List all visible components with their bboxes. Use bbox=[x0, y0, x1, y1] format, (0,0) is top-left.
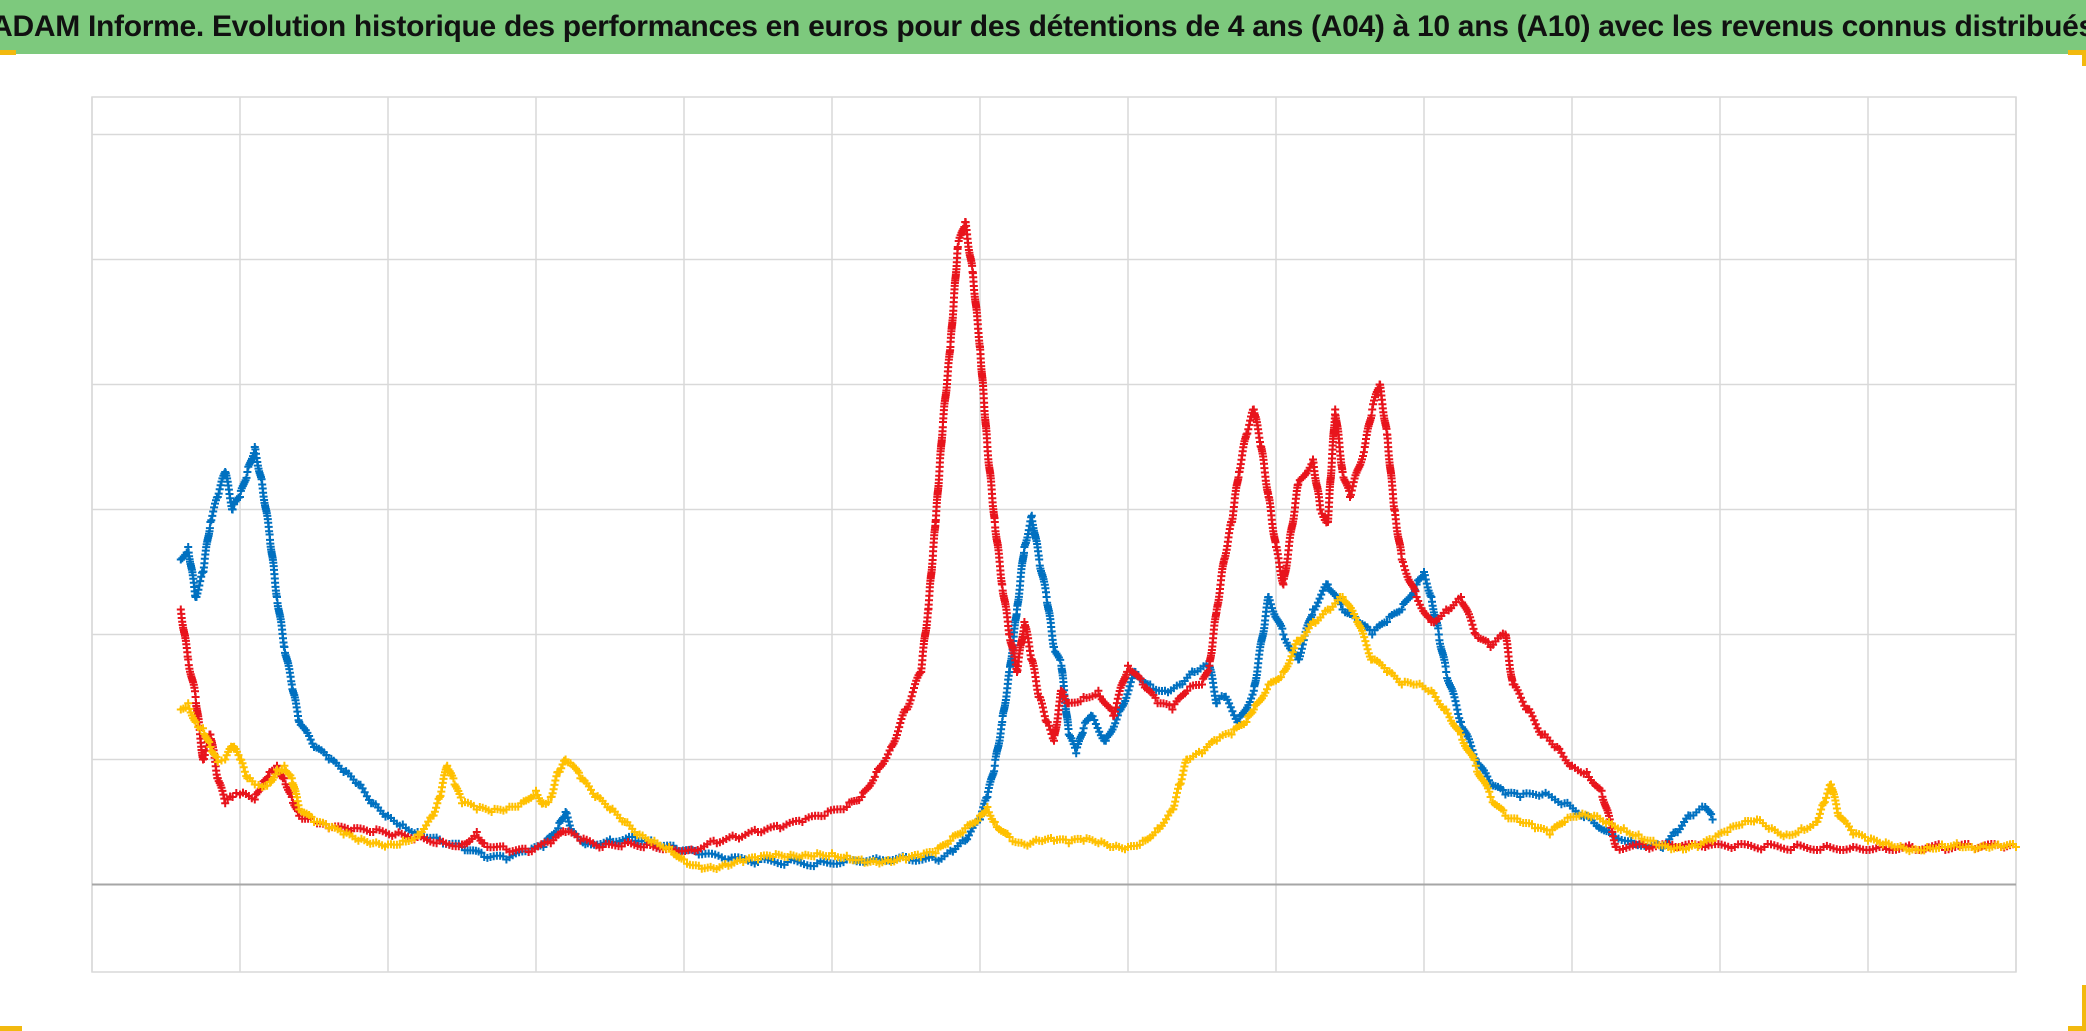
series-2-point-4 bbox=[206, 743, 215, 751]
series-2-point-14 bbox=[280, 761, 289, 770]
series-2-point-5 bbox=[213, 758, 222, 766]
series-1-point-101 bbox=[1412, 593, 1421, 601]
corner-mark-bottom-left bbox=[0, 1026, 22, 1031]
series-2-point-1 bbox=[184, 699, 193, 708]
series-2-point-108 bbox=[1545, 830, 1554, 839]
chart-title: ADAM Informe. Evolution historique des p… bbox=[0, 10, 2086, 43]
series-2 bbox=[176, 593, 2020, 873]
series-2-point-103 bbox=[1471, 761, 1480, 770]
title-bar: ADAM Informe. Evolution historique des p… bbox=[0, 0, 2086, 54]
series-0 bbox=[176, 443, 1717, 871]
series-1-markers bbox=[177, 218, 2017, 856]
corner-mark-top-right-vertical bbox=[2082, 50, 2086, 66]
series-layer bbox=[176, 218, 2020, 873]
corner-mark-top-left bbox=[0, 50, 16, 55]
corner-mark-top-right bbox=[2068, 50, 2086, 55]
series-2-point-34 bbox=[532, 786, 540, 795]
series-2-point-68 bbox=[983, 803, 992, 811]
series-2-point-104 bbox=[1486, 793, 1495, 801]
corner-mark-bottom-right bbox=[2068, 1026, 2086, 1031]
series-0-point-32 bbox=[561, 808, 570, 816]
series-0-point-85 bbox=[1368, 630, 1377, 639]
series-2-markers bbox=[179, 593, 2017, 873]
series-1 bbox=[176, 218, 2020, 856]
corner-mark-bottom-right-vertical bbox=[2082, 985, 2086, 1031]
series-0-point-79 bbox=[1279, 630, 1288, 639]
grid-layer bbox=[91, 96, 2017, 973]
series-0-point-107 bbox=[1708, 815, 1717, 824]
series-1-point-74 bbox=[1168, 705, 1177, 714]
